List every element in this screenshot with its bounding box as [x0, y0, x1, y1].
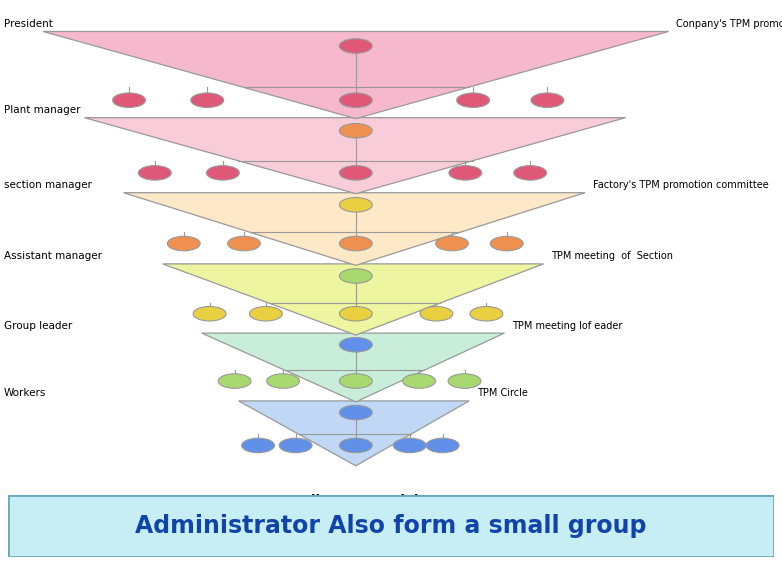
Ellipse shape — [339, 306, 372, 321]
Ellipse shape — [470, 306, 503, 321]
Ellipse shape — [242, 438, 274, 453]
Polygon shape — [84, 118, 626, 194]
Ellipse shape — [279, 438, 312, 453]
Text: Administrator Also form a small group: Administrator Also form a small group — [135, 515, 647, 538]
Ellipse shape — [448, 374, 481, 388]
Ellipse shape — [339, 198, 372, 212]
Polygon shape — [124, 193, 585, 265]
Ellipse shape — [449, 166, 482, 180]
Ellipse shape — [531, 93, 564, 108]
Ellipse shape — [138, 166, 171, 180]
Ellipse shape — [206, 166, 239, 180]
Ellipse shape — [457, 93, 490, 108]
Ellipse shape — [403, 374, 436, 388]
Ellipse shape — [426, 438, 459, 453]
Text: Plant manager: Plant manager — [4, 105, 81, 115]
Ellipse shape — [339, 269, 372, 283]
Ellipse shape — [339, 93, 372, 108]
Ellipse shape — [339, 166, 372, 180]
Ellipse shape — [339, 405, 372, 420]
Ellipse shape — [218, 374, 251, 388]
Ellipse shape — [339, 337, 372, 352]
Ellipse shape — [420, 306, 453, 321]
Text: Assistant manager: Assistant manager — [4, 252, 102, 261]
Ellipse shape — [490, 236, 523, 251]
Ellipse shape — [191, 93, 224, 108]
Ellipse shape — [514, 166, 547, 180]
Text: TPM meeting  of  Section: TPM meeting of Section — [551, 252, 673, 261]
Ellipse shape — [113, 93, 145, 108]
Ellipse shape — [339, 39, 372, 53]
Text: section manager: section manager — [4, 180, 91, 190]
Ellipse shape — [436, 236, 468, 251]
Text: Small group activity: Small group activity — [277, 494, 435, 508]
Text: Factory's TPM promotion committee: Factory's TPM promotion committee — [593, 180, 769, 190]
Polygon shape — [239, 401, 469, 466]
Ellipse shape — [249, 306, 282, 321]
Text: Conpany's TPM promotion committee: Conpany's TPM promotion committee — [676, 19, 782, 29]
Ellipse shape — [339, 438, 372, 453]
Ellipse shape — [339, 236, 372, 251]
Ellipse shape — [339, 374, 372, 388]
FancyBboxPatch shape — [8, 495, 774, 557]
Ellipse shape — [267, 374, 300, 388]
Polygon shape — [202, 333, 504, 402]
Text: TPM Circle: TPM Circle — [477, 388, 528, 399]
Ellipse shape — [167, 236, 200, 251]
Text: President: President — [4, 19, 53, 29]
Text: Workers: Workers — [4, 388, 46, 399]
Text: TPM meeting lof eader: TPM meeting lof eader — [512, 321, 622, 330]
Polygon shape — [43, 32, 669, 119]
Polygon shape — [163, 264, 543, 335]
Ellipse shape — [193, 306, 226, 321]
Ellipse shape — [228, 236, 260, 251]
Ellipse shape — [339, 123, 372, 138]
Ellipse shape — [393, 438, 426, 453]
Text: Group leader: Group leader — [4, 321, 72, 330]
